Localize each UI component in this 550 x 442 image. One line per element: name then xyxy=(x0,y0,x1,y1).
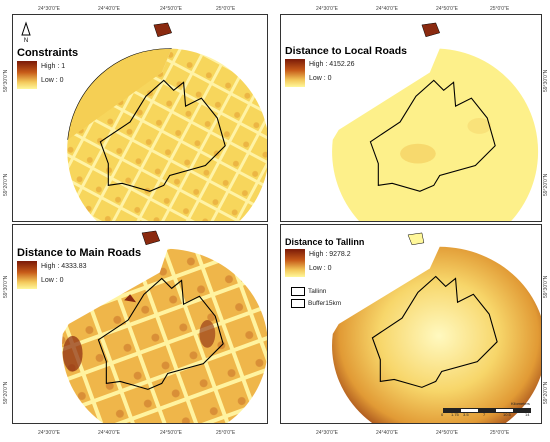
scale-unit: Kilometers xyxy=(511,401,530,406)
scale-tick: 14 xyxy=(525,412,530,417)
lon-tick-label: 25°0'0"E xyxy=(490,430,510,436)
buffer-area xyxy=(332,246,541,423)
main-roads-map xyxy=(62,230,267,423)
legend-low: Low : 0 xyxy=(41,277,64,284)
lat-tick-label: 59°20'0"N xyxy=(543,381,549,404)
lat-tick-label: 59°30'0"N xyxy=(543,275,549,298)
outline-swatch-icon xyxy=(291,299,305,308)
tallinn-boundary xyxy=(371,275,498,388)
lon-tick-label: 25°0'0"E xyxy=(490,6,510,12)
tallinn-distance-map xyxy=(332,232,541,423)
lon-tick-label: 24°40'0"E xyxy=(98,430,120,436)
legend: Distance to Tallinn High : 9278.2 Low : … xyxy=(285,237,364,277)
tallinn-boundary xyxy=(369,79,496,192)
legend-title: Constraints xyxy=(17,47,79,59)
legend-item-tallinn: Tallinn xyxy=(291,287,326,296)
scale-tick: 3.5 xyxy=(463,412,469,417)
legend-high: High : 4333.83 xyxy=(41,263,87,270)
scale-tick: 7 xyxy=(483,412,486,417)
lon-tick-label: 24°30'0"E xyxy=(38,6,60,12)
scale-bar: Kilometers 0 1.75 3.5 7 10.5 14 xyxy=(439,401,539,421)
scale-tick: 0 xyxy=(441,412,444,417)
map-panel-main-roads: Distance to Main Roads High : 4333.83 Lo… xyxy=(12,224,268,424)
map-panel-constraints: Constraints High : 1 Low : 0 N xyxy=(12,14,268,222)
legend-low: Low : 0 xyxy=(309,75,332,82)
island xyxy=(421,22,441,38)
lon-tick-label: 24°40'0"E xyxy=(98,6,120,12)
map-panel-tallinn: Distance to Tallinn High : 9278.2 Low : … xyxy=(280,224,542,424)
lon-tick-label: 24°30'0"E xyxy=(38,430,60,436)
legend-color-ramp xyxy=(17,261,37,289)
island xyxy=(407,232,425,246)
buffer-area xyxy=(62,248,267,423)
legend-high: High : 1 xyxy=(41,63,66,70)
constraints-map xyxy=(67,22,267,221)
legend: Distance to Local Roads High : 4152.26 L… xyxy=(285,45,407,87)
legend-title: Distance to Main Roads xyxy=(17,247,142,259)
lon-tick-label: 24°50'0"E xyxy=(160,430,182,436)
island xyxy=(141,230,161,246)
lon-tick-label: 24°50'0"E xyxy=(160,6,182,12)
outline-swatch-icon xyxy=(291,287,305,296)
lat-tick-label: 59°20'0"N xyxy=(543,173,549,196)
lat-tick-label: 59°30'0"N xyxy=(3,69,9,92)
map-panel-local-roads: Distance to Local Roads High : 4152.26 L… xyxy=(280,14,542,222)
lon-tick-label: 24°50'0"E xyxy=(436,6,458,12)
scale-tick: 1.75 xyxy=(451,412,459,417)
legend-item-label: Buffer15km xyxy=(308,300,342,307)
lon-tick-label: 24°40'0"E xyxy=(376,430,398,436)
scale-bar-graphic xyxy=(443,408,531,413)
island xyxy=(153,22,173,38)
legend-item-label: Tallinn xyxy=(308,288,327,295)
local-roads-map xyxy=(332,22,539,221)
legend-high: High : 4152.26 xyxy=(309,61,355,68)
legend: Constraints High : 1 Low : 0 xyxy=(17,47,78,89)
lat-tick-label: 59°20'0"N xyxy=(3,173,9,196)
legend-low: Low : 0 xyxy=(41,77,64,84)
lat-tick-label: 59°20'0"N xyxy=(3,381,9,404)
buffer-area xyxy=(67,48,267,221)
legend-title: Distance to Local Roads xyxy=(285,45,407,57)
lat-tick-label: 59°30'0"N xyxy=(3,275,9,298)
lon-tick-label: 24°30'0"E xyxy=(316,430,338,436)
tallinn-boundary xyxy=(97,277,224,390)
lon-tick-label: 24°30'0"E xyxy=(316,6,338,12)
lon-tick-label: 25°0'0"E xyxy=(216,6,236,12)
north-label: N xyxy=(24,38,28,43)
lon-tick-label: 24°50'0"E xyxy=(436,430,458,436)
legend-color-ramp xyxy=(285,59,305,87)
legend-title: Distance to Tallinn xyxy=(285,237,365,247)
lon-tick-label: 25°0'0"E xyxy=(216,430,236,436)
buffer-area xyxy=(332,48,539,221)
scale-tick: 10.5 xyxy=(503,412,511,417)
legend-low: Low : 0 xyxy=(309,265,332,272)
lat-tick-label: 59°30'0"N xyxy=(543,69,549,92)
north-arrow-icon: N xyxy=(21,21,31,43)
legend-item-buffer: Buffer15km xyxy=(291,299,341,308)
legend-color-ramp xyxy=(17,61,37,89)
tallinn-boundary xyxy=(99,79,226,192)
legend-color-ramp xyxy=(285,249,305,277)
legend: Distance to Main Roads High : 4333.83 Lo… xyxy=(17,247,141,289)
legend-high: High : 9278.2 xyxy=(309,251,351,258)
lon-tick-label: 24°40'0"E xyxy=(376,6,398,12)
